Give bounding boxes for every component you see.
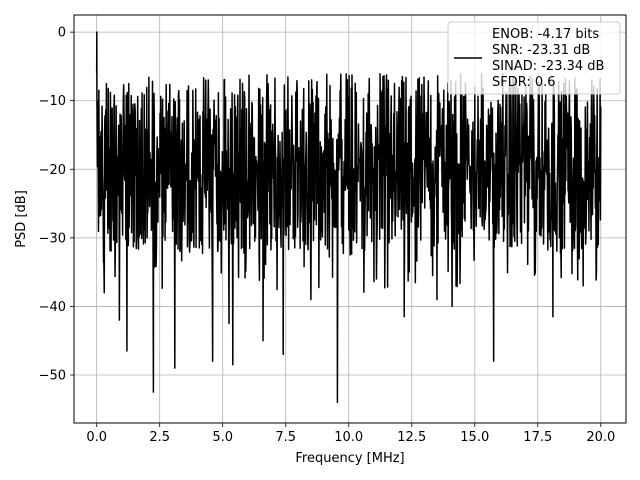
x-tick-label: 0.0 <box>86 430 107 445</box>
y-tick-label: −50 <box>39 369 66 384</box>
y-tick-label: −40 <box>39 300 66 315</box>
y-axis-label: PSD [dB] <box>14 190 29 248</box>
legend-snr: SNR: -23.31 dB <box>492 43 590 58</box>
legend-box <box>447 21 621 95</box>
x-tick-label: 12.5 <box>397 430 426 445</box>
legend-sfdr: SFDR: 0.6 <box>492 75 556 90</box>
legend-enob: ENOB: -4.17 bits <box>492 27 599 42</box>
y-tick-label: 0 <box>58 26 66 41</box>
x-tick-label: 5.0 <box>212 430 233 445</box>
x-tick-label: 15.0 <box>460 430 489 445</box>
legend: ENOB: -4.17 bits SNR: -23.31 dB SINAD: -… <box>447 21 621 95</box>
y-ticks: 0 −10 −20 −30 −40 −50 <box>39 26 74 384</box>
x-axis-label: Frequency [MHz] <box>295 451 404 466</box>
y-tick-label: −30 <box>39 231 66 246</box>
psd-series-line <box>95 31 602 404</box>
x-tick-label: 20.0 <box>586 430 615 445</box>
x-tick-label: 10.0 <box>334 430 363 445</box>
x-tick-label: 2.5 <box>149 430 170 445</box>
y-tick-label: −20 <box>39 163 66 178</box>
legend-sinad: SINAD: -23.34 dB <box>492 59 604 74</box>
x-ticks: 0.0 2.5 5.0 7.5 10.0 12.5 15.0 17.5 20.0 <box>86 423 615 445</box>
plot-frame <box>73 14 627 424</box>
x-tick-label: 7.5 <box>275 430 296 445</box>
y-tick-label: −10 <box>39 94 66 109</box>
x-tick-label: 17.5 <box>523 430 552 445</box>
